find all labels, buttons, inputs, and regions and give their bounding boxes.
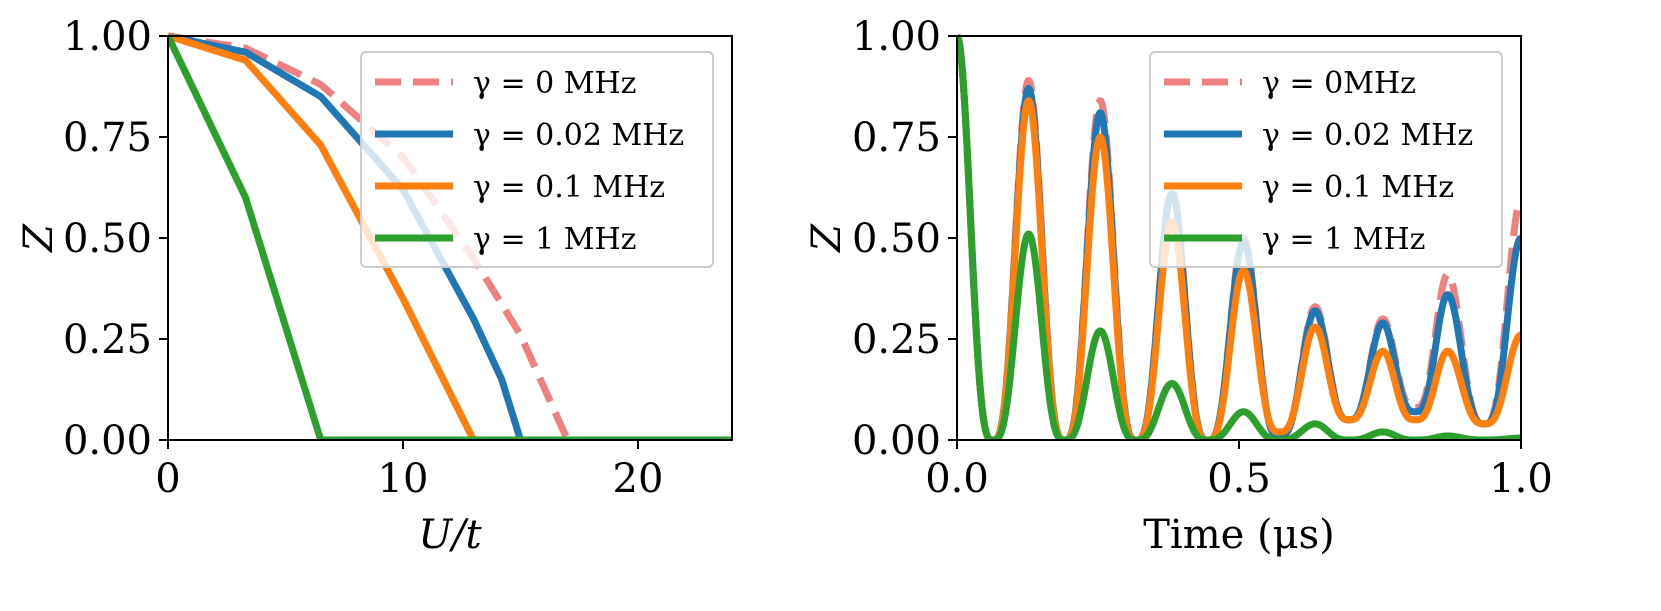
- right-y-tick-label: 0.75: [852, 115, 941, 161]
- left-legend-label-3: γ = 1 MHz: [473, 222, 636, 257]
- left-legend-label-2: γ = 0.1 MHz: [473, 170, 665, 205]
- left-series-line-0: [168, 32, 732, 440]
- right-x-tick-label: 0.0: [925, 456, 989, 502]
- right-y-tick-label: 0.00: [852, 418, 941, 464]
- right-x-tick-label: 1.0: [1489, 456, 1553, 502]
- right-legend-box: [1149, 51, 1503, 268]
- right-legend-label-0: γ = 0MHz: [1262, 66, 1416, 101]
- left-plot-legend: γ = 0 MHz γ = 0.02 MHz γ = 0.1 MHz γ = 1 MH…: [360, 51, 714, 268]
- left-y-tick-label: 0.50: [63, 216, 152, 262]
- left-plot-xlabel: U/t: [418, 512, 482, 558]
- right-plot-legend: γ = 0MHz γ = 0.02 MHz γ = 0.1 MHz γ = 1 MHz: [1149, 51, 1503, 268]
- left-series-line-3: [168, 34, 732, 440]
- right-y-tick-label: 0.25: [852, 317, 941, 363]
- right-y-tick-label: 1.00: [852, 14, 941, 60]
- left-legend-label-0: γ = 0 MHz: [473, 66, 636, 101]
- right-legend-label-1: γ = 0.02 MHz: [1262, 118, 1473, 153]
- right-legend-label-2: γ = 0.1 MHz: [1262, 170, 1454, 205]
- right-plot: 0.0 0.5 1.00.000.250.500.751.00 Time (μs) …: [804, 14, 1553, 558]
- left-y-tick-label: 1.00: [63, 14, 152, 60]
- right-x-tick-label: 0.5: [1207, 456, 1271, 502]
- left-plot-ticks: 0 10 20 0.00 0.25 0.50 0.75 1.00: [63, 14, 664, 502]
- left-y-tick-label: 0.75: [63, 115, 152, 161]
- left-legend-label-1: γ = 0.02 MHz: [473, 118, 684, 153]
- left-plot-ylabel: Z: [16, 223, 62, 254]
- left-legend-box: [360, 51, 714, 268]
- left-x-tick-label: 0: [155, 456, 180, 502]
- left-plot: 0 10 20 0.00 0.25 0.50 0.75 1.00 U/t Z γ = 0 MH…: [16, 14, 733, 558]
- left-x-tick-label: 10: [378, 456, 429, 502]
- right-legend-label-3: γ = 1 MHz: [1262, 222, 1425, 257]
- right-y-tick-label: 0.50: [852, 216, 941, 262]
- left-y-tick-label: 0.25: [63, 317, 152, 363]
- right-plot-xlabel: Time (μs): [1143, 512, 1335, 558]
- left-y-tick-label: 0.00: [63, 418, 152, 464]
- right-plot-ticks: 0.0 0.5 1.0 0.00 0.25 0.50 0.75 1.00: [852, 14, 1553, 502]
- left-x-tick-label: 20: [613, 456, 664, 502]
- right-plot-ylabel: Z: [804, 223, 850, 254]
